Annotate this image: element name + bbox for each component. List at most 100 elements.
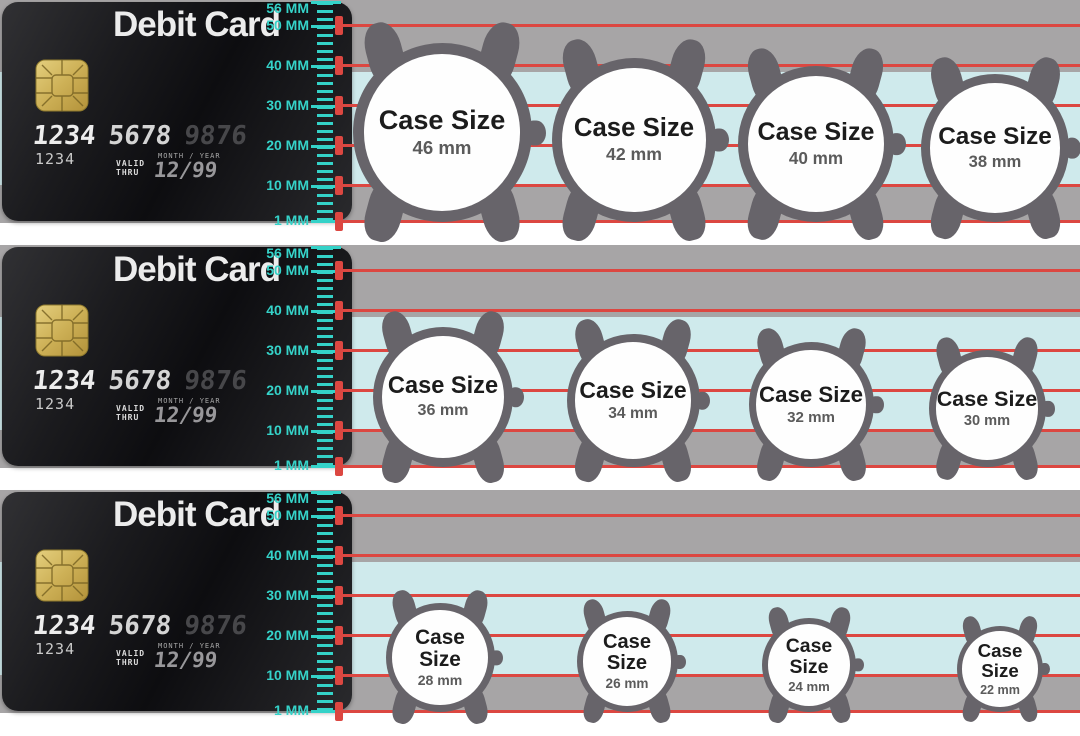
ruler-label-56mm: 56 MM (266, 490, 309, 506)
watch-face: Case Size 46 mm (363, 54, 521, 211)
size-row-3: Debit Card 1234 5678 9876 1234 VALID THR… (0, 490, 1080, 736)
measure-line-30mm (335, 96, 1080, 115)
case-size-value: 34 mm (608, 404, 658, 422)
ruler-tick-40mm (311, 65, 341, 68)
ruler-label-20mm: 20 MM (266, 627, 309, 643)
watch-crown (853, 658, 864, 672)
ruler-label-10mm: 10 MM (266, 422, 309, 438)
watch-crown (1064, 137, 1080, 159)
watch-crown (508, 387, 525, 407)
card-chip-icon (35, 304, 89, 357)
ruler-label-56mm: 56 MM (266, 0, 309, 16)
case-size-label: Case Size (759, 382, 863, 408)
card-chip-icon (35, 549, 89, 602)
watch-face: Case Size 32 mm (756, 349, 866, 460)
measure-line-10mm (335, 176, 1080, 195)
ruler-label-50mm: 50 MM (266, 262, 309, 278)
case-size-label: Case Size (573, 113, 695, 142)
case-size-value: 36 mm (417, 400, 469, 419)
watch-crown (869, 395, 884, 414)
measure-line-1mm (335, 702, 1080, 721)
watch-face: Case Size 36 mm (381, 335, 505, 459)
debit-card: Debit Card 1234 5678 9876 1234 VALID THR… (2, 247, 352, 466)
ruler-tick-40mm (311, 310, 341, 313)
size-row-2: Debit Card 1234 5678 9876 1234 VALID THR… (0, 245, 1080, 491)
case-size-value: 24 mm (788, 678, 830, 694)
ruler-tick-56mm (311, 1, 341, 4)
ruler-tick-20mm (311, 635, 341, 638)
card-number: 1234 5678 9876 (31, 611, 248, 641)
case-size-value: 42 mm (606, 144, 662, 165)
watch-face: Case Size 38 mm (930, 83, 1060, 213)
ruler-label-1mm: 1 MM (274, 212, 309, 228)
ruler-label-10mm: 10 MM (266, 177, 309, 193)
card-number-group: 5678 (107, 611, 173, 641)
watch-face: Case Size 28 mm (392, 609, 488, 706)
watch-46mm: Case Size 46 mm (352, 18, 546, 247)
ruler-label-50mm: 50 MM (266, 17, 309, 33)
ruler-label-30mm: 30 MM (266, 97, 309, 113)
case-size-value: 26 mm (605, 676, 649, 692)
ruler-tick-1mm (311, 220, 341, 223)
ruler-tick-1mm (311, 465, 341, 468)
watch-face: Case Size 22 mm (962, 631, 1038, 707)
case-size-label: Case Size (387, 373, 499, 400)
measure-line-1mm (335, 457, 1080, 476)
card-number-group: 5678 (107, 366, 173, 396)
card-chip-icon (35, 59, 89, 112)
card-title: Debit Card (113, 495, 281, 534)
card-expiry: 12/99 (152, 403, 219, 427)
case-size-label: Case Size (936, 387, 1038, 412)
card-number: 1234 5678 9876 (31, 366, 248, 396)
ruler-minor-ticks (317, 492, 333, 712)
card-number-group: 1234 (31, 611, 98, 641)
valid-thru-label: VALID THRU (116, 649, 146, 667)
month-year-label: MONTH / YEAR (158, 642, 221, 650)
debit-card: Debit Card 1234 5678 9876 1234 VALID THR… (2, 2, 352, 221)
watch-26mm: Case Size 26 mm (576, 597, 686, 726)
card-number-group: 5678 (107, 121, 173, 151)
ruler-tick-56mm (311, 246, 341, 249)
watch-36mm: Case Size 36 mm (373, 308, 525, 486)
ruler-tick-10mm (311, 430, 341, 433)
case-size-value: 40 mm (788, 147, 844, 168)
watch-face: Case Size 26 mm (582, 617, 672, 706)
case-size-value: 46 mm (412, 136, 472, 158)
card-expiry: 12/99 (152, 158, 219, 182)
watch-32mm: Case Size 32 mm (748, 325, 884, 484)
card-number: 1234 5678 9876 (31, 121, 248, 151)
ruler-label-30mm: 30 MM (266, 342, 309, 358)
ruler-tick-50mm (311, 515, 341, 518)
card-account-number: 1234 (35, 395, 76, 413)
ruler-tick-30mm (311, 595, 341, 598)
measure-line-20mm (335, 626, 1080, 645)
watch-face: Case Size 40 mm (747, 75, 885, 213)
ruler-label-56mm: 56 MM (266, 245, 309, 261)
measure-line-1mm (335, 212, 1080, 231)
case-size-value: 30 mm (963, 412, 1011, 429)
case-size-label: Case Size (415, 625, 465, 671)
measure-line-10mm (335, 421, 1080, 440)
case-size-value: 32 mm (787, 408, 835, 426)
watch-24mm: Case Size 24 mm (762, 605, 864, 725)
watch-34mm: Case Size 34 mm (566, 316, 711, 485)
watch-face: Case Size 30 mm (935, 357, 1039, 460)
watch-22mm: Case Size 22 mm (957, 614, 1050, 724)
case-size-label: Case Size (579, 377, 687, 404)
ruler-minor-ticks (317, 2, 333, 222)
watch-42mm: Case Size 42 mm (552, 35, 730, 245)
watch-crown (674, 654, 686, 669)
case-size-label: Case Size (378, 104, 506, 136)
case-size-label: Case Size (785, 635, 833, 678)
watch-28mm: Case Size 28 mm (385, 588, 504, 727)
size-row-1: Debit Card 1234 5678 9876 1234 VALID THR… (0, 0, 1080, 247)
ruler-label-40mm: 40 MM (266, 57, 309, 73)
watch-crown (1042, 400, 1055, 417)
ruler-label-30mm: 30 MM (266, 587, 309, 603)
ruler-tick-10mm (311, 185, 341, 188)
ruler-label-40mm: 40 MM (266, 302, 309, 318)
measure-line-50mm (335, 16, 1080, 35)
ruler-tick-50mm (311, 270, 341, 273)
ruler-tick-20mm (311, 145, 341, 148)
